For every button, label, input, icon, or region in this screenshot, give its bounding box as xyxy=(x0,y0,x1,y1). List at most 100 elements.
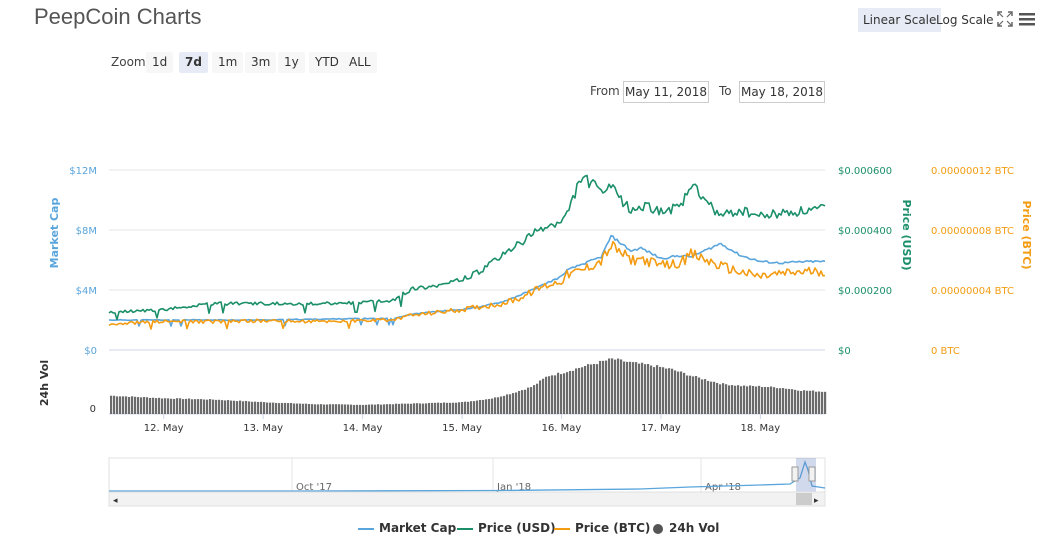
volume-column xyxy=(674,370,677,414)
price-btc-tick-label: 0 BTC xyxy=(931,346,960,357)
market-cap-tick-label: $8M xyxy=(76,226,97,237)
volume-column xyxy=(524,389,527,414)
volume-column xyxy=(188,398,191,414)
volume-column xyxy=(431,402,434,414)
volume-column xyxy=(170,398,173,414)
volume-column xyxy=(287,403,290,414)
volume-column xyxy=(533,385,536,414)
fullscreen-icon[interactable] xyxy=(996,10,1014,28)
zoom-1m-button[interactable]: 1m xyxy=(212,52,244,73)
volume-column xyxy=(266,402,269,414)
volume-column xyxy=(371,404,374,414)
price-btc-line xyxy=(108,240,826,330)
volume-column xyxy=(389,404,392,414)
legend-24h-vol[interactable]: 24h Vol xyxy=(653,519,719,537)
volume-column xyxy=(377,404,380,414)
volume-column xyxy=(176,398,179,414)
legend-price-usd[interactable]: Price (USD) xyxy=(457,519,556,537)
volume-column xyxy=(320,404,323,414)
market-cap-tick-label: $12M xyxy=(69,166,97,177)
volume-column xyxy=(278,403,281,414)
volume-tick-label: 0 xyxy=(90,404,96,415)
volume-column xyxy=(758,385,761,414)
volume-column xyxy=(425,403,428,414)
volume-column xyxy=(650,365,653,414)
volume-column xyxy=(407,403,410,414)
volume-column xyxy=(359,404,362,414)
volume-column xyxy=(611,358,614,414)
volume-column xyxy=(299,403,302,414)
x-tick-label: 17. May xyxy=(641,423,681,434)
zoom-3m-button[interactable]: 3m xyxy=(245,52,277,73)
volume-column xyxy=(581,367,584,414)
volume-column xyxy=(590,364,593,414)
volume-column xyxy=(164,398,167,414)
volume-column xyxy=(593,363,596,414)
legend-price-usd-label: Price (USD) xyxy=(478,521,556,535)
volume-column xyxy=(326,404,329,414)
volume-column xyxy=(518,390,521,414)
volume-column xyxy=(473,401,476,414)
legend-price-btc[interactable]: Price (BTC) xyxy=(554,519,650,537)
zoom-1y-button[interactable]: 1y xyxy=(278,52,305,73)
volume-column xyxy=(260,401,263,414)
volume-column xyxy=(497,397,500,414)
navigator: Oct '17 Jan '18 Apr '18 ◂ ▸ xyxy=(108,457,826,507)
volume-column xyxy=(809,390,812,414)
volume-column xyxy=(575,368,578,414)
x-tick-label: 15. May xyxy=(442,423,482,434)
volume-column xyxy=(818,391,821,414)
volume-column xyxy=(791,389,794,414)
volume-column xyxy=(746,386,749,414)
volume-column xyxy=(773,387,776,414)
volume-column xyxy=(311,404,314,414)
volume-column xyxy=(632,362,635,414)
volume-column xyxy=(545,376,548,414)
volume-column xyxy=(161,398,164,414)
volume-column xyxy=(635,362,638,414)
zoom-7d-button[interactable]: 7d xyxy=(179,52,208,73)
volume-column xyxy=(671,368,674,414)
volume-column xyxy=(242,401,245,414)
volume-column xyxy=(539,380,542,414)
volume-column xyxy=(749,385,752,414)
log-scale-button[interactable]: Log Scale xyxy=(936,13,994,27)
volume-column xyxy=(128,396,131,414)
volume-column xyxy=(713,381,716,414)
hamburger-menu-icon[interactable] xyxy=(1018,10,1036,28)
volume-column xyxy=(194,399,197,414)
volume-column xyxy=(692,376,695,414)
legend-market-cap[interactable]: Market Cap xyxy=(358,519,456,537)
volume-column xyxy=(122,396,125,414)
volume-column xyxy=(329,404,332,414)
volume-column xyxy=(677,371,680,414)
volume-column xyxy=(629,361,632,414)
volume-column xyxy=(620,359,623,414)
grid-lines xyxy=(109,169,825,415)
volume-column xyxy=(380,404,383,414)
to-date-input[interactable]: May 18, 2018 xyxy=(739,81,825,103)
price-btc-tick-label: 0.00000008 BTC xyxy=(931,226,1014,237)
from-label: From xyxy=(590,84,620,98)
volume-column xyxy=(203,399,206,414)
zoom-all-button[interactable]: ALL xyxy=(343,52,377,73)
zoom-1d-button[interactable]: 1d xyxy=(146,52,174,73)
volume-column xyxy=(641,362,644,414)
from-date-input[interactable]: May 11, 2018 xyxy=(623,81,709,103)
volume-column xyxy=(155,398,158,414)
price-usd-line xyxy=(108,174,826,321)
volume-column xyxy=(626,361,629,414)
volume-column xyxy=(212,399,215,414)
volume-column xyxy=(530,387,533,414)
volume-column xyxy=(602,360,605,414)
chart-title: PeepCoin Charts xyxy=(34,4,202,29)
volume-column xyxy=(485,399,488,414)
volume-column xyxy=(551,375,554,414)
linear-scale-button[interactable]: Linear Scale xyxy=(858,8,942,32)
volume-column xyxy=(191,399,194,414)
volume-column xyxy=(779,388,782,414)
volume-column xyxy=(680,371,683,414)
zoom-ytd-button[interactable]: YTD xyxy=(309,52,345,73)
volume-column xyxy=(305,403,308,414)
